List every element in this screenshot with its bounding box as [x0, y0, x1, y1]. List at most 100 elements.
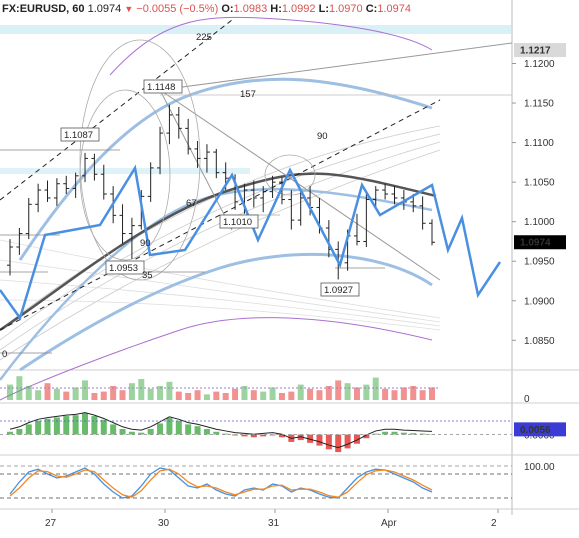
histogram-bar — [297, 434, 304, 441]
channel-line — [0, 133, 441, 341]
channel-line — [0, 299, 441, 331]
mid-band — [0, 187, 433, 381]
volume-bar — [344, 383, 351, 400]
volume-bar — [53, 388, 60, 400]
volume-bar — [119, 390, 126, 400]
outer-upper-band — [109, 16, 433, 76]
fib-circle — [79, 89, 171, 261]
histogram-bar — [185, 424, 192, 435]
histogram-bar — [72, 415, 79, 435]
histogram-bar — [353, 434, 360, 444]
price-tag-label: 0.0056 — [520, 425, 551, 436]
histogram-bar — [325, 434, 332, 450]
histogram-bar — [82, 413, 89, 435]
low-value: 1.0970 — [328, 3, 363, 15]
fib-label: 90 — [317, 131, 328, 142]
annotation-level: 1.1087 — [64, 130, 93, 141]
moving-average — [0, 172, 437, 332]
y-tick-label: 1.1150 — [524, 99, 554, 110]
histogram-bar — [232, 434, 239, 436]
channel-line — [0, 239, 441, 319]
lower-band — [19, 252, 433, 372]
volume-bar — [157, 386, 164, 400]
wave-projection — [0, 164, 502, 321]
annotation-level: 1.0953 — [109, 263, 138, 274]
histogram-bar — [25, 424, 32, 435]
volume-bar — [363, 384, 370, 400]
chart-header: FX:EURUSD, 60 1.0974 ▼ −0.0055 (−0.5%) O… — [2, 2, 411, 16]
down-arrow-icon: ▼ — [124, 4, 134, 14]
volume-bar — [203, 394, 210, 400]
volume-bar — [91, 393, 98, 400]
histogram-bar — [410, 433, 417, 435]
histogram-bar — [63, 416, 70, 435]
volume-bar — [429, 387, 435, 400]
histogram-bar — [363, 434, 370, 439]
volume-bar — [325, 386, 332, 400]
outer-lower-band — [0, 317, 433, 401]
volume-bar — [25, 386, 32, 400]
price-tag — [514, 422, 566, 437]
volume-bar — [185, 393, 192, 400]
annotation-level-box — [60, 127, 100, 142]
volume-bar — [250, 390, 257, 400]
volume-bar — [128, 383, 135, 400]
histogram-bar — [100, 419, 107, 435]
volume-bar — [232, 388, 239, 400]
high-value: 1.0992 — [281, 3, 316, 15]
volume-bar — [175, 391, 182, 400]
fib-label: 225 — [196, 32, 212, 43]
price-change: −0.0055 (−0.5%) — [136, 3, 219, 15]
high-label: H: — [270, 3, 282, 15]
y-tick-label: 1.0950 — [524, 257, 555, 268]
channel-line — [0, 279, 441, 327]
fan-line — [159, 42, 513, 91]
symbol-label: FX:EURUSD, 60 — [2, 3, 85, 15]
histogram-bar — [91, 416, 98, 435]
volume-bar — [297, 384, 304, 400]
y-tick-label: 1.1050 — [524, 178, 555, 189]
volume-bar — [44, 383, 51, 400]
histogram-bar — [147, 429, 154, 435]
histogram-bar — [260, 434, 267, 437]
histogram-bar — [335, 434, 342, 453]
volume-bar — [260, 391, 267, 400]
histogram-bar — [175, 420, 182, 435]
oscillator-line — [9, 412, 433, 449]
histogram-bar — [35, 420, 42, 435]
volume-bar — [35, 390, 42, 400]
histogram-bar — [222, 433, 229, 435]
x-tick-label: Apr — [381, 518, 397, 529]
volume-bar — [7, 384, 13, 400]
histogram-bar — [316, 434, 323, 446]
y-tick-label: 1.1200 — [524, 59, 555, 70]
stochastic-line — [9, 467, 433, 499]
channel-line — [0, 149, 441, 361]
volume-bar — [307, 388, 314, 400]
price-tag-label: 1.1217 — [520, 46, 551, 57]
histogram-bar — [16, 429, 23, 435]
histogram-bar — [7, 431, 13, 435]
channel-upper-dashed — [0, 19, 233, 201]
histogram-bar — [213, 431, 220, 435]
fib-circle — [264, 154, 316, 196]
histogram-bar — [391, 431, 398, 435]
y-tick-label: 0 — [524, 394, 530, 405]
histogram-bar — [119, 429, 126, 435]
last-price: 1.0974 — [87, 3, 122, 15]
fib-label: 35 — [142, 270, 153, 281]
volume-bar — [16, 376, 23, 400]
annotation-level: 1.1010 — [223, 217, 252, 228]
histogram-bar — [307, 434, 314, 443]
histogram-bar — [128, 431, 135, 435]
channel-line — [0, 259, 441, 323]
x-tick-label: 2 — [491, 518, 497, 529]
histogram-bar — [110, 424, 117, 435]
y-tick-label: 1.0850 — [524, 336, 555, 347]
fib-label: 90 — [140, 238, 151, 249]
y-tick-label: 1.0900 — [524, 296, 555, 307]
volume-bar — [335, 380, 342, 400]
price-tag — [514, 43, 566, 58]
x-tick-label: 31 — [268, 518, 280, 529]
